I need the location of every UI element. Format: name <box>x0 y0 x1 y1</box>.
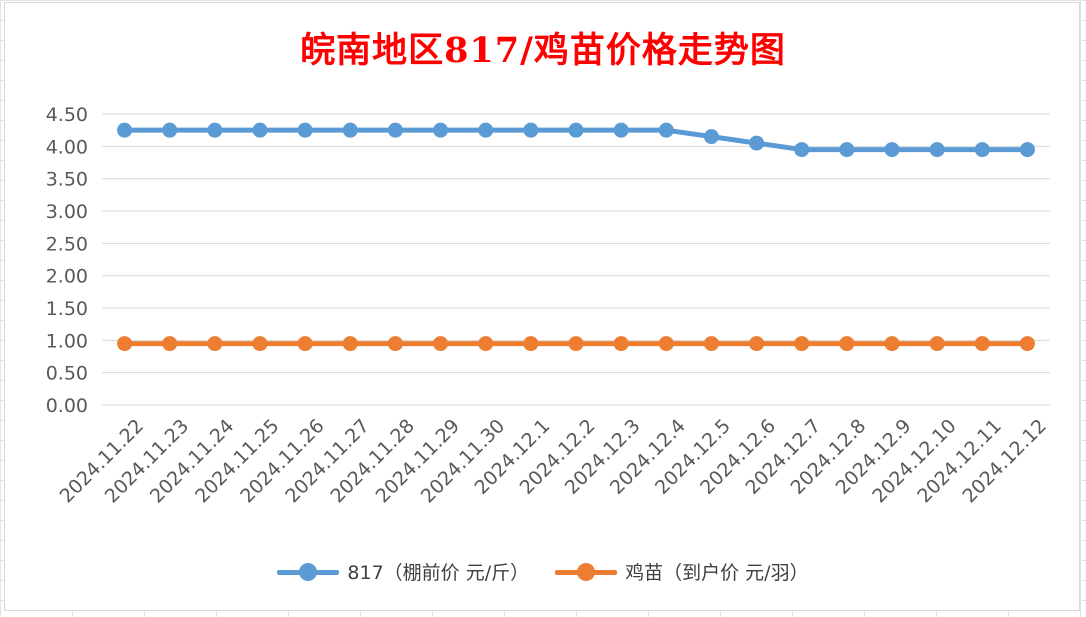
data-point <box>297 336 313 352</box>
data-point <box>207 336 223 352</box>
data-point <box>207 122 223 138</box>
y-tick-label: 3.00 <box>46 201 88 223</box>
y-tick-label: 0.50 <box>46 363 88 385</box>
data-point <box>929 142 945 158</box>
data-point <box>703 336 719 352</box>
legend-item-chick: 鸡苗（到户价 元/羽） <box>555 558 809 585</box>
legend-swatch-chick <box>555 562 618 582</box>
y-tick-label: 0.00 <box>46 395 88 417</box>
data-point <box>523 336 539 352</box>
data-point <box>1019 336 1035 352</box>
data-point <box>117 336 133 352</box>
data-point <box>162 336 178 352</box>
y-tick-label: 1.00 <box>46 330 88 352</box>
legend-item-817: 817（棚前价 元/斤） <box>277 558 529 585</box>
data-point <box>478 122 494 138</box>
data-point <box>658 122 674 138</box>
legend-label-chick: 鸡苗（到户价 元/羽） <box>625 562 809 584</box>
y-tick-label: 1.50 <box>46 298 88 320</box>
data-point <box>1019 142 1035 158</box>
data-point <box>342 122 358 138</box>
data-point <box>433 336 449 352</box>
data-point <box>749 336 765 352</box>
data-point <box>703 129 719 145</box>
legend: 817（棚前价 元/斤） 鸡苗（到户价 元/羽） <box>0 558 1086 585</box>
data-point <box>974 336 990 352</box>
y-tick-label: 3.50 <box>46 169 88 191</box>
data-point <box>884 142 900 158</box>
data-point <box>117 122 133 138</box>
y-tick-label: 4.00 <box>46 136 88 158</box>
data-point <box>568 122 584 138</box>
data-point <box>523 122 539 138</box>
data-point <box>478 336 494 352</box>
data-point <box>162 122 178 138</box>
y-tick-label: 2.00 <box>46 266 88 288</box>
data-point <box>749 135 765 151</box>
data-point <box>342 336 358 352</box>
chart-title: 皖南地区817/鸡苗价格走势图 <box>300 30 786 71</box>
data-point <box>252 122 268 138</box>
data-point <box>613 122 629 138</box>
data-point <box>613 336 629 352</box>
data-point <box>794 336 810 352</box>
data-point <box>433 122 449 138</box>
data-point <box>974 142 990 158</box>
data-point <box>839 142 855 158</box>
data-point <box>884 336 900 352</box>
data-point <box>794 142 810 158</box>
y-tick-label: 2.50 <box>46 233 88 255</box>
data-point <box>658 336 674 352</box>
data-point <box>297 122 313 138</box>
data-point <box>387 336 403 352</box>
data-point <box>929 336 945 352</box>
chart-area[interactable] <box>4 2 1080 611</box>
data-point <box>252 336 268 352</box>
data-point <box>839 336 855 352</box>
legend-swatch-817 <box>277 562 340 582</box>
data-point <box>387 122 403 138</box>
data-point <box>568 336 584 352</box>
legend-label-817: 817（棚前价 元/斤） <box>347 562 530 584</box>
y-tick-label: 4.50 <box>46 104 88 126</box>
